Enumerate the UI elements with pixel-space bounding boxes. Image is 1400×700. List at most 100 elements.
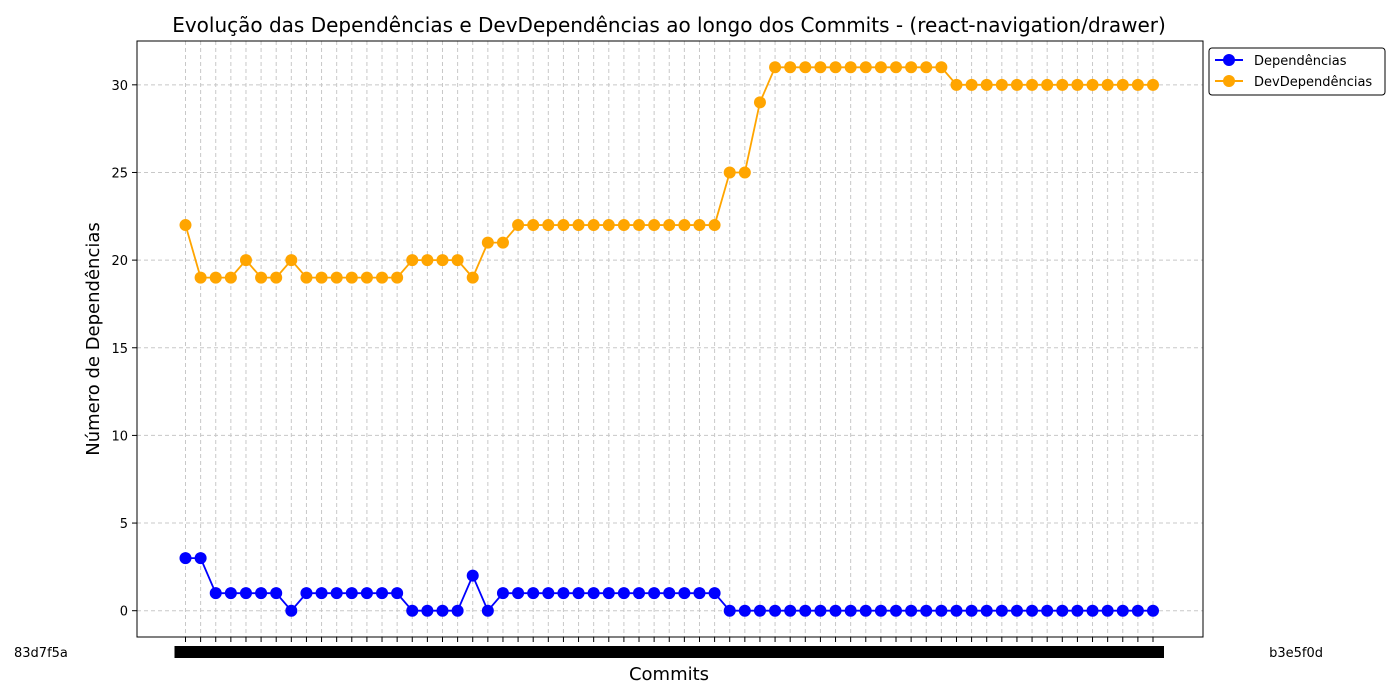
data-point <box>225 272 237 284</box>
data-point <box>1117 605 1129 617</box>
data-point <box>769 61 781 73</box>
x-ticks <box>175 637 1165 658</box>
data-point <box>709 587 721 599</box>
data-point <box>648 587 660 599</box>
data-point <box>346 272 358 284</box>
data-point <box>195 552 207 564</box>
data-point <box>331 272 343 284</box>
data-point <box>814 61 826 73</box>
data-point <box>966 605 978 617</box>
data-point <box>830 61 842 73</box>
x-axis-label: Commits <box>629 664 709 685</box>
data-point <box>950 605 962 617</box>
data-point <box>678 219 690 231</box>
data-point <box>557 587 569 599</box>
data-point <box>905 61 917 73</box>
data-point <box>391 272 403 284</box>
data-point <box>618 587 630 599</box>
data-point <box>482 605 494 617</box>
data-point <box>361 587 373 599</box>
y-tick-label: 25 <box>111 166 128 181</box>
y-ticks: 051015202530 <box>111 79 137 620</box>
data-point <box>497 237 509 249</box>
data-point <box>557 219 569 231</box>
data-point <box>739 605 751 617</box>
data-point <box>966 79 978 91</box>
data-point <box>452 605 464 617</box>
data-point <box>316 272 328 284</box>
data-point <box>210 587 222 599</box>
data-point <box>784 61 796 73</box>
data-point <box>845 61 857 73</box>
data-point <box>890 605 902 617</box>
data-point <box>724 605 736 617</box>
data-point <box>376 272 388 284</box>
data-point <box>527 219 539 231</box>
data-point <box>240 587 252 599</box>
data-point <box>1011 605 1023 617</box>
data-point <box>1087 79 1099 91</box>
data-point <box>724 166 736 178</box>
data-point <box>830 605 842 617</box>
data-point <box>633 587 645 599</box>
data-point <box>693 587 705 599</box>
data-point <box>1132 79 1144 91</box>
legend-label-devdependencias: DevDependências <box>1254 75 1372 90</box>
data-point <box>935 61 947 73</box>
data-point <box>860 605 872 617</box>
data-point <box>618 219 630 231</box>
data-point <box>935 605 947 617</box>
x-tick-label <box>1142 646 1164 658</box>
data-point <box>890 61 902 73</box>
data-point <box>799 605 811 617</box>
data-point <box>996 605 1008 617</box>
data-point <box>467 570 479 582</box>
data-point <box>527 587 539 599</box>
data-point <box>950 79 962 91</box>
data-point <box>769 605 781 617</box>
data-point <box>285 254 297 266</box>
data-point <box>1117 79 1129 91</box>
data-point <box>754 96 766 108</box>
data-point <box>270 272 282 284</box>
legend-marker-dependencias <box>1223 54 1235 66</box>
data-point <box>542 219 554 231</box>
x-tick-label-first: 83d7f5a <box>14 646 68 661</box>
data-point <box>285 605 297 617</box>
data-point <box>512 587 524 599</box>
data-point <box>648 219 660 231</box>
y-tick-label: 10 <box>111 429 128 444</box>
data-point <box>1026 79 1038 91</box>
data-point <box>799 61 811 73</box>
data-point <box>693 219 705 231</box>
data-point <box>452 254 464 266</box>
data-point <box>1056 79 1068 91</box>
data-point <box>300 587 312 599</box>
data-point <box>754 605 766 617</box>
data-point <box>346 587 358 599</box>
y-tick-label: 15 <box>111 342 128 357</box>
data-point <box>195 272 207 284</box>
data-point <box>1102 605 1114 617</box>
data-point <box>1026 605 1038 617</box>
data-point <box>588 587 600 599</box>
chart-title: Evolução das Dependências e DevDependênc… <box>172 13 1166 37</box>
legend-marker-devdependencias <box>1223 75 1235 87</box>
data-point <box>875 605 887 617</box>
data-point <box>542 587 554 599</box>
data-point <box>406 254 418 266</box>
data-point <box>739 166 751 178</box>
data-point <box>875 61 887 73</box>
data-point <box>678 587 690 599</box>
data-point <box>1087 605 1099 617</box>
data-point <box>981 79 993 91</box>
legend-label-dependencias: Dependências <box>1254 54 1347 69</box>
data-point <box>225 587 237 599</box>
data-point <box>482 237 494 249</box>
data-point <box>497 587 509 599</box>
data-point <box>845 605 857 617</box>
data-point <box>1056 605 1068 617</box>
data-point <box>920 605 932 617</box>
y-tick-label: 20 <box>111 254 128 269</box>
